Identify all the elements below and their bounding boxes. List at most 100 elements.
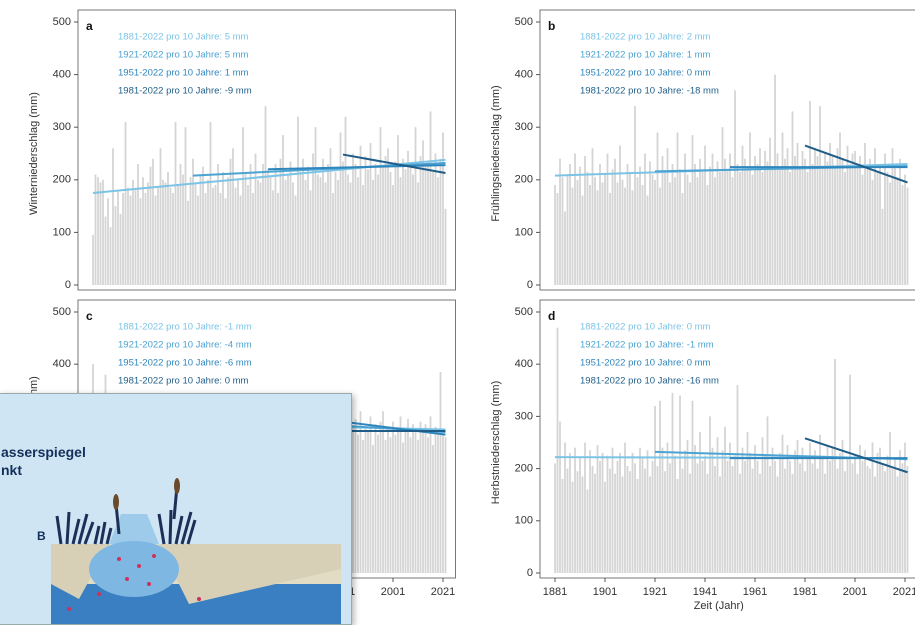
bar <box>327 164 329 285</box>
bar <box>372 445 374 573</box>
bar <box>746 432 749 573</box>
bar <box>746 166 749 285</box>
bar <box>422 140 424 285</box>
bar <box>444 437 447 573</box>
bar <box>184 127 187 285</box>
overlay-heading: nkt <box>1 462 22 478</box>
bar <box>889 182 891 285</box>
legend-label: 1951-2022 pro 10 Jahre: -6 mm <box>118 358 252 369</box>
y-tick-label: 100 <box>515 515 533 527</box>
bar <box>669 463 671 573</box>
bar <box>621 179 624 285</box>
bar <box>342 161 344 285</box>
bar <box>417 439 419 573</box>
bar <box>776 153 779 285</box>
bar <box>824 473 826 573</box>
bar <box>736 385 739 573</box>
bar <box>676 132 679 285</box>
bar <box>664 171 666 285</box>
bar <box>412 174 414 285</box>
bar <box>849 374 851 573</box>
bar <box>614 473 616 573</box>
bar <box>784 158 786 285</box>
bar <box>427 161 429 285</box>
bar <box>711 447 714 573</box>
bar <box>129 195 132 285</box>
bar <box>586 171 589 285</box>
bar <box>899 158 901 285</box>
x-tick-label: 1881 <box>543 586 567 598</box>
bar <box>387 429 389 573</box>
bar <box>679 395 681 573</box>
bar <box>904 174 906 285</box>
bar <box>784 468 786 573</box>
bar <box>167 171 169 285</box>
y-tick-label: 400 <box>515 358 533 370</box>
bar <box>866 465 869 573</box>
bar <box>744 158 746 285</box>
bar <box>134 190 137 285</box>
bar <box>429 416 432 573</box>
bar <box>894 166 896 285</box>
legend-label: 1951-2022 pro 10 Jahre: 1 mm <box>118 68 249 79</box>
legend-label: 1881-2022 pro 10 Jahre: 0 mm <box>580 322 711 333</box>
bar <box>721 450 724 573</box>
bar <box>337 179 339 285</box>
bar <box>811 463 814 573</box>
bar <box>749 452 751 573</box>
bar <box>699 158 701 285</box>
bar <box>561 479 564 573</box>
bar <box>694 445 696 573</box>
bar <box>369 142 372 285</box>
bar <box>399 416 402 573</box>
bar <box>352 153 354 285</box>
bar <box>439 158 442 285</box>
bar <box>791 111 794 285</box>
x-tick-label: 2001 <box>843 586 867 598</box>
bar <box>619 452 621 573</box>
bar <box>871 179 874 285</box>
bar <box>809 442 811 573</box>
trend-line <box>804 144 908 184</box>
bar <box>417 182 419 285</box>
bar <box>851 153 854 285</box>
bar <box>269 177 272 285</box>
x-tick-label: 1961 <box>743 586 767 598</box>
bar <box>419 156 422 285</box>
bar <box>369 416 372 573</box>
bar <box>896 476 899 573</box>
bar <box>209 121 212 285</box>
panel-label: b <box>548 19 555 33</box>
bar <box>274 164 277 285</box>
bar <box>124 121 127 285</box>
bar <box>816 156 819 285</box>
bar <box>644 468 646 573</box>
bar <box>706 473 709 573</box>
bar <box>826 445 829 573</box>
bar <box>566 174 569 285</box>
bar <box>144 192 147 285</box>
bar <box>754 156 756 285</box>
bar <box>759 473 761 573</box>
trend-line <box>804 437 908 474</box>
bar <box>404 429 407 573</box>
plot-frame <box>539 9 915 291</box>
y-axis-label: Winterniederschlag (mm) <box>28 92 40 215</box>
bar <box>244 171 247 285</box>
bar <box>874 148 876 285</box>
bar <box>414 127 417 285</box>
legend-label: 1921-2022 pro 10 Jahre: -1 mm <box>580 340 714 351</box>
bar <box>104 216 107 285</box>
plot-frame <box>539 299 915 579</box>
bar <box>684 153 686 285</box>
bar <box>611 447 614 573</box>
bar <box>584 442 586 573</box>
bar <box>796 439 799 573</box>
bar <box>831 447 834 573</box>
bar <box>589 450 591 573</box>
bar <box>636 177 639 285</box>
bar <box>114 206 117 285</box>
bar <box>739 473 741 573</box>
bar <box>894 458 896 573</box>
bar <box>896 177 899 285</box>
